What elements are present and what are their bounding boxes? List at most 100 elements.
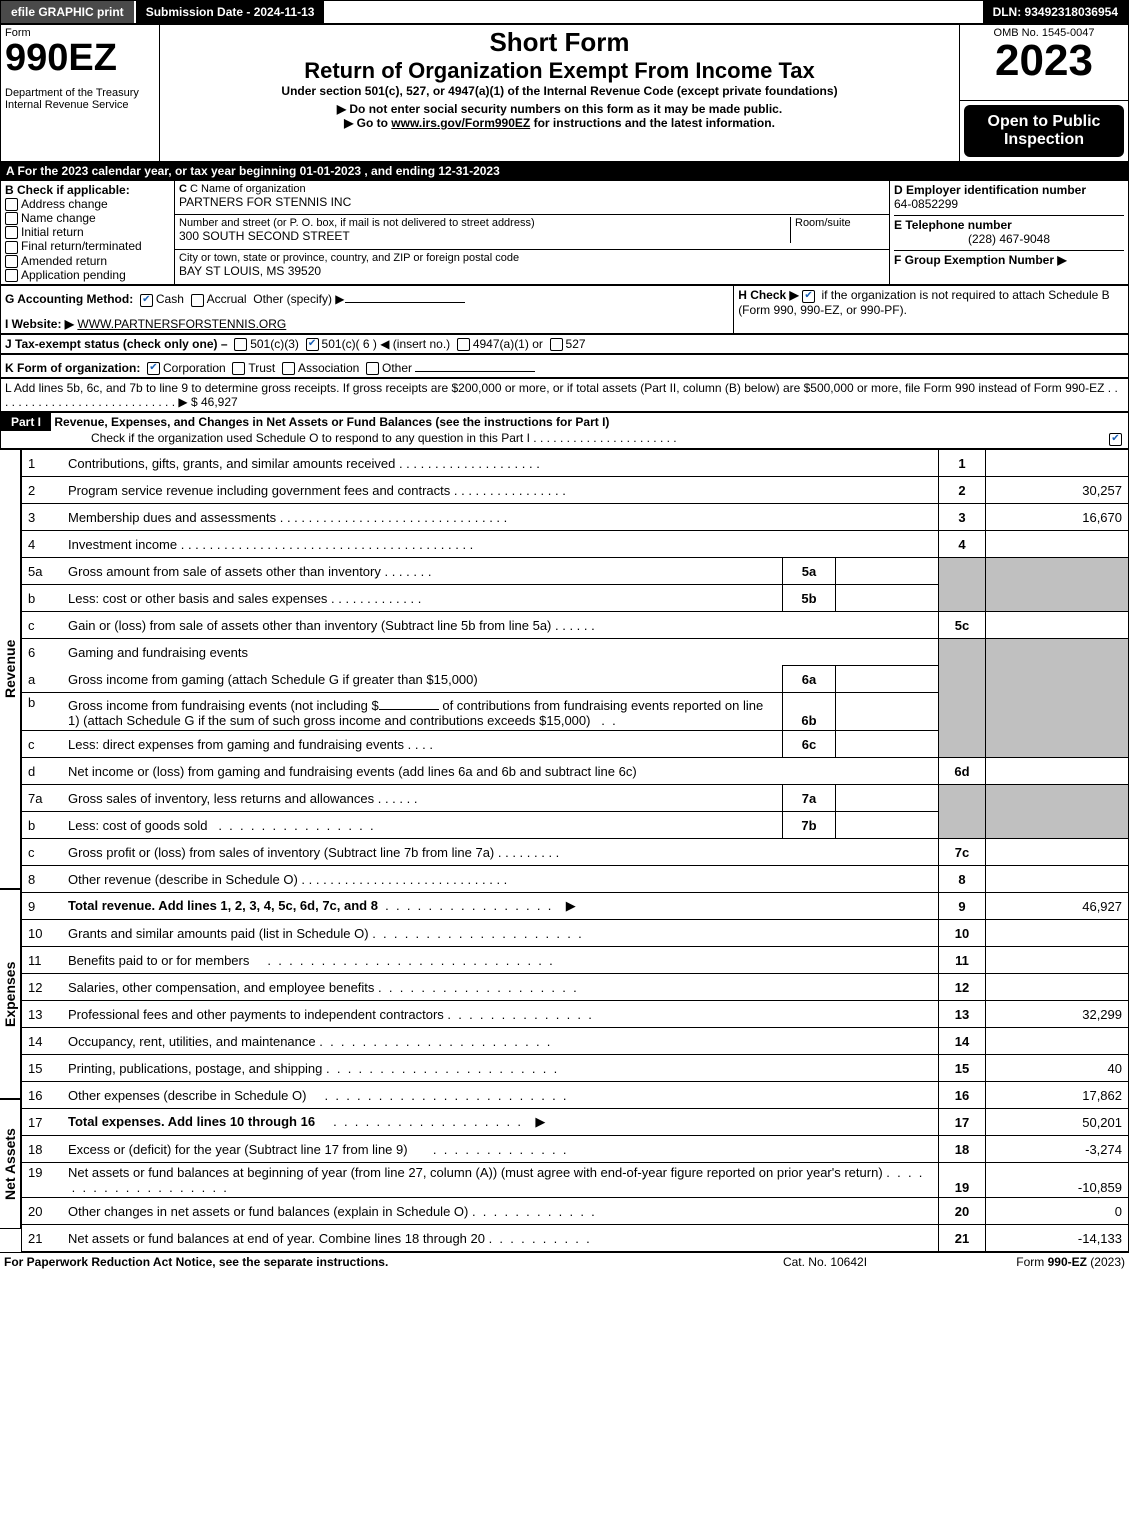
l-text: L Add lines 5b, 6c, and 7b to line 9 to … <box>5 381 1104 395</box>
chk-schedule-b[interactable] <box>802 290 815 303</box>
g-h-table: G Accounting Method: Cash Accrual Other … <box>0 285 1129 333</box>
chk-501c3[interactable] <box>234 338 247 351</box>
line-6b: b Gross income from fundraising events (… <box>22 693 1129 731</box>
line-21: 21Net assets or fund balances at end of … <box>22 1225 1129 1252</box>
line-16: 16Other expenses (describe in Schedule O… <box>22 1082 1129 1109</box>
part1-header: Part I Revenue, Expenses, and Changes in… <box>0 412 1129 449</box>
chk-assoc[interactable] <box>282 362 295 375</box>
6b-amount-input[interactable] <box>379 695 439 710</box>
chk-name-change[interactable]: Name change <box>5 211 170 225</box>
j-table: J Tax-exempt status (check only one) – 5… <box>0 334 1129 354</box>
page-footer: For Paperwork Reduction Act Notice, see … <box>0 1252 1129 1271</box>
line-2: 2 Program service revenue including gove… <box>22 477 1129 504</box>
k-trust: Trust <box>248 361 275 375</box>
org-name: PARTNERS FOR STENNIS INC <box>179 195 885 209</box>
k-other: Other <box>382 361 412 375</box>
irs-link[interactable]: www.irs.gov/Form990EZ <box>391 116 530 130</box>
dept-treasury: Department of the Treasury <box>5 87 155 99</box>
title-main: Return of Organization Exempt From Incom… <box>164 58 955 84</box>
k-assoc: Association <box>298 361 359 375</box>
line-10: 10Grants and similar amounts paid (list … <box>22 920 1129 947</box>
line-6a: a Gross income from gaming (attach Sched… <box>22 666 1129 693</box>
line-7c: c Gross profit or (loss) from sales of i… <box>22 839 1129 866</box>
street-label: Number and street (or P. O. box, if mail… <box>179 217 790 229</box>
chk-final-return[interactable]: Final return/terminated <box>5 239 170 253</box>
line-18: 18Excess or (deficit) for the year (Subt… <box>22 1136 1129 1163</box>
city-label: City or town, state or province, country… <box>179 252 885 264</box>
chk-schedule-o[interactable] <box>1109 433 1122 446</box>
dln-label: DLN: 93492318036954 <box>983 1 1128 23</box>
title-short-form: Short Form <box>164 27 955 58</box>
vlabel-revenue: Revenue <box>0 449 21 889</box>
k-corp: Corporation <box>163 361 226 375</box>
line-1: 1 Contributions, gifts, grants, and simi… <box>22 450 1129 477</box>
line-14: 14Occupancy, rent, utilities, and mainte… <box>22 1028 1129 1055</box>
subtitle-1: Under section 501(c), 527, or 4947(a)(1)… <box>164 84 955 98</box>
chk-527[interactable] <box>550 338 563 351</box>
street-value: 300 SOUTH SECOND STREET <box>179 229 790 243</box>
l-table: L Add lines 5b, 6c, and 7b to line 9 to … <box>0 378 1129 412</box>
website-link[interactable]: WWW.PARTNERSFORSTENNIS.ORG <box>77 317 286 331</box>
line-12: 12Salaries, other compensation, and empl… <box>22 974 1129 1001</box>
d-ein-label: D Employer identification number <box>894 183 1124 197</box>
j-4947: 4947(a)(1) or <box>473 337 543 351</box>
chk-initial-return[interactable]: Initial return <box>5 225 170 239</box>
i-label: I Website: ▶ <box>5 317 74 331</box>
chk-trust[interactable] <box>232 362 245 375</box>
chk-accrual[interactable] <box>191 294 204 307</box>
chk-application-pending[interactable]: Application pending <box>5 268 170 282</box>
chk-amended-return[interactable]: Amended return <box>5 254 170 268</box>
part1-title: Revenue, Expenses, and Changes in Net As… <box>54 415 609 429</box>
d-ein-value: 64-0852299 <box>894 197 1124 211</box>
line-6: 6 Gaming and fundraising events <box>22 639 1129 666</box>
k-label: K Form of organization: <box>5 361 140 375</box>
city-value: BAY ST LOUIS, MS 39520 <box>179 264 885 278</box>
header-table: Form 990EZ Department of the Treasury In… <box>0 24 1129 162</box>
vlabel-netassets: Net Assets <box>0 1099 21 1229</box>
org-info-table: B Check if applicable: Address change Na… <box>0 180 1129 286</box>
lines-table: 1 Contributions, gifts, grants, and simi… <box>21 449 1129 1252</box>
line-3: 3 Membership dues and assessments . . . … <box>22 504 1129 531</box>
vlabel-expenses: Expenses <box>0 889 21 1099</box>
open-to-public-badge: Open to Public Inspection <box>964 105 1124 157</box>
f-group-exemption-label: F Group Exemption Number ▶ <box>894 250 1124 267</box>
part1-check-text: Check if the organization used Schedule … <box>91 431 530 445</box>
g-label: G Accounting Method: <box>5 292 133 306</box>
chk-4947[interactable] <box>457 338 470 351</box>
k-other-input[interactable] <box>415 357 535 372</box>
chk-501c[interactable] <box>306 338 319 351</box>
topbar-spacer <box>326 1 982 23</box>
line-13: 13Professional fees and other payments t… <box>22 1001 1129 1028</box>
line-17: 17Total expenses. Add lines 10 through 1… <box>22 1109 1129 1136</box>
chk-other-org[interactable] <box>366 362 379 375</box>
l-value: 46,927 <box>201 395 238 409</box>
line-8: 8 Other revenue (describe in Schedule O)… <box>22 866 1129 893</box>
j-501c3: 501(c)(3) <box>250 337 299 351</box>
tax-year: 2023 <box>964 39 1124 83</box>
footer-right: Form 990-EZ (2023) <box>925 1255 1125 1269</box>
cash-label: Cash <box>156 292 184 306</box>
line-5c: c Gain or (loss) from sale of assets oth… <box>22 612 1129 639</box>
line-5a: 5a Gross amount from sale of assets othe… <box>22 558 1129 585</box>
line-20: 20Other changes in net assets or fund ba… <box>22 1198 1129 1225</box>
other-label: Other (specify) ▶ <box>253 292 344 306</box>
e-phone-label: E Telephone number <box>894 215 1124 232</box>
part1-label: Part I <box>1 413 51 431</box>
line-15: 15Printing, publications, postage, and s… <box>22 1055 1129 1082</box>
footer-left: For Paperwork Reduction Act Notice, see … <box>4 1255 725 1269</box>
other-specify-input[interactable] <box>345 288 465 303</box>
l-arrow: ▶ $ <box>178 395 197 409</box>
j-501c: 501(c)( 6 ) ◀ (insert no.) <box>322 337 451 351</box>
subtitle-2: ▶ Do not enter social security numbers o… <box>164 102 955 116</box>
h-label: H Check ▶ <box>738 288 799 302</box>
line-6d: d Net income or (loss) from gaming and f… <box>22 758 1129 785</box>
chk-cash[interactable] <box>140 294 153 307</box>
line-7a: 7a Gross sales of inventory, less return… <box>22 785 1129 812</box>
line-11: 11Benefits paid to or for members . . . … <box>22 947 1129 974</box>
c-name-label: C C Name of organization <box>179 183 885 195</box>
e-phone-value: (228) 467-9048 <box>894 232 1124 246</box>
line-4: 4 Investment income . . . . . . . . . . … <box>22 531 1129 558</box>
efile-print-button[interactable]: efile GRAPHIC print <box>1 1 136 23</box>
chk-corp[interactable] <box>147 362 160 375</box>
chk-address-change[interactable]: Address change <box>5 197 170 211</box>
